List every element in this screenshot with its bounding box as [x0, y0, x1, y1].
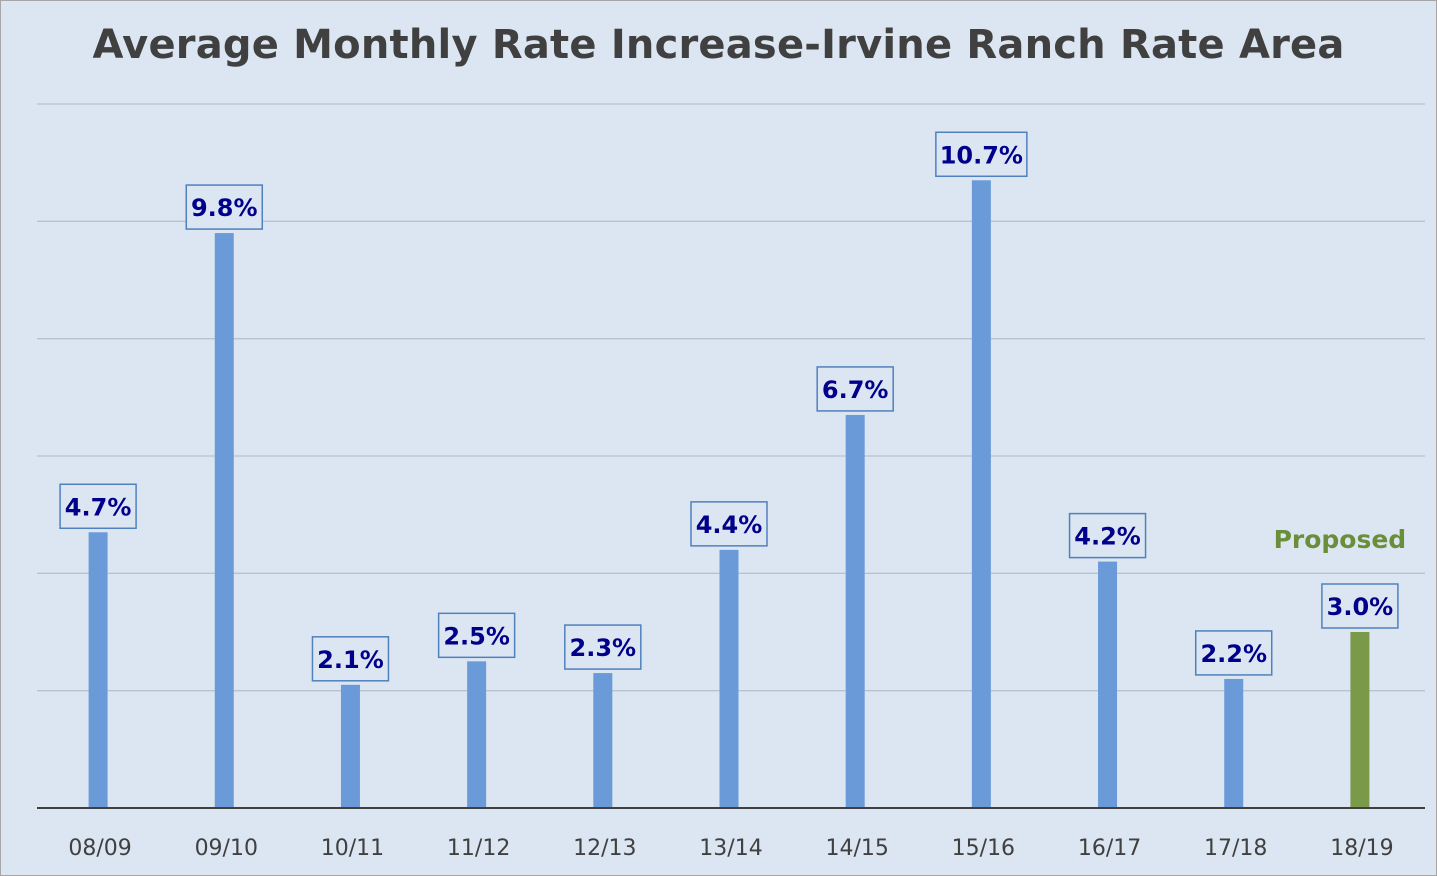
bar-10-11	[340, 684, 360, 808]
data-label-text: 2.5%	[443, 622, 510, 650]
data-label-box	[816, 366, 894, 412]
data-label: 2.5%	[437, 612, 516, 659]
data-label-box	[1194, 630, 1273, 676]
proposed-annotation: Proposed	[1274, 525, 1407, 554]
bar-08-09	[88, 532, 108, 808]
x-tick-label: 13/14	[699, 836, 762, 861]
data-label-box	[185, 184, 264, 230]
x-tick-label: 08/09	[68, 836, 131, 861]
data-label: 4.2%	[1068, 512, 1147, 559]
data-label-text: 4.7%	[65, 493, 132, 521]
data-label-box	[1068, 512, 1147, 559]
data-label: 2.2%	[1194, 630, 1273, 676]
data-label: 2.1%	[311, 636, 390, 682]
chart-title: Average Monthly Rate Increase-Irvine Ran…	[92, 22, 1345, 68]
data-label: 2.3%	[564, 624, 642, 670]
data-label: 3.0%	[1321, 583, 1399, 629]
data-label-text: 3.0%	[1327, 593, 1394, 621]
data-label-box	[1321, 583, 1399, 629]
bar-11-12	[467, 661, 487, 808]
data-label: 4.4%	[690, 501, 768, 547]
bar-15-16	[971, 180, 991, 808]
data-label-text: 9.8%	[191, 194, 258, 222]
x-tick-label: 11/12	[447, 836, 510, 861]
x-tick-label: 14/15	[825, 836, 888, 861]
data-label: 4.7%	[59, 483, 137, 530]
bar-13-14	[719, 549, 739, 808]
x-tick-label: 15/16	[952, 836, 1015, 861]
data-label-box	[59, 483, 137, 530]
x-axis-tick-labels: 08/09 09/10 10/11 11/12 12/13 13/14 14/15 15/16…	[68, 836, 1393, 861]
x-tick-label: 18/19	[1330, 836, 1393, 861]
data-label-box	[437, 612, 516, 659]
data-label-text: 4.4%	[696, 511, 763, 539]
x-tick-label: 12/13	[573, 836, 636, 861]
bar-18-19	[1350, 632, 1370, 808]
data-label-box	[311, 636, 390, 682]
bar-09-10	[214, 233, 234, 809]
data-label-text: 10.7%	[940, 141, 1023, 169]
data-label: 6.7%	[816, 366, 894, 412]
bar-17-18	[1224, 678, 1244, 808]
bar-14-15	[845, 414, 865, 808]
bar-16-17	[1098, 561, 1118, 808]
data-label-text: 6.7%	[822, 376, 889, 404]
x-tick-label: 17/18	[1204, 836, 1267, 861]
data-label-text: 4.2%	[1074, 523, 1141, 551]
data-label-text: 2.1%	[317, 646, 384, 674]
data-label-box	[935, 131, 1028, 178]
data-label: 10.7%	[935, 131, 1028, 178]
data-label-box	[564, 624, 642, 670]
data-label-box	[690, 501, 768, 547]
bars	[88, 180, 1370, 809]
data-label-text: 2.2%	[1200, 640, 1267, 668]
bar-12-13	[593, 673, 613, 808]
x-tick-label: 10/11	[321, 836, 384, 861]
data-labels: 4.7% 9.8% 2.1% 2.5% 2.3% 4.4% 6.7% 10.7% 4.2% 2.2…	[59, 131, 1399, 682]
data-label-text: 2.3%	[570, 634, 637, 662]
data-label: 9.8%	[185, 184, 264, 230]
x-tick-label: 09/10	[195, 836, 258, 861]
x-tick-label: 16/17	[1078, 836, 1141, 861]
